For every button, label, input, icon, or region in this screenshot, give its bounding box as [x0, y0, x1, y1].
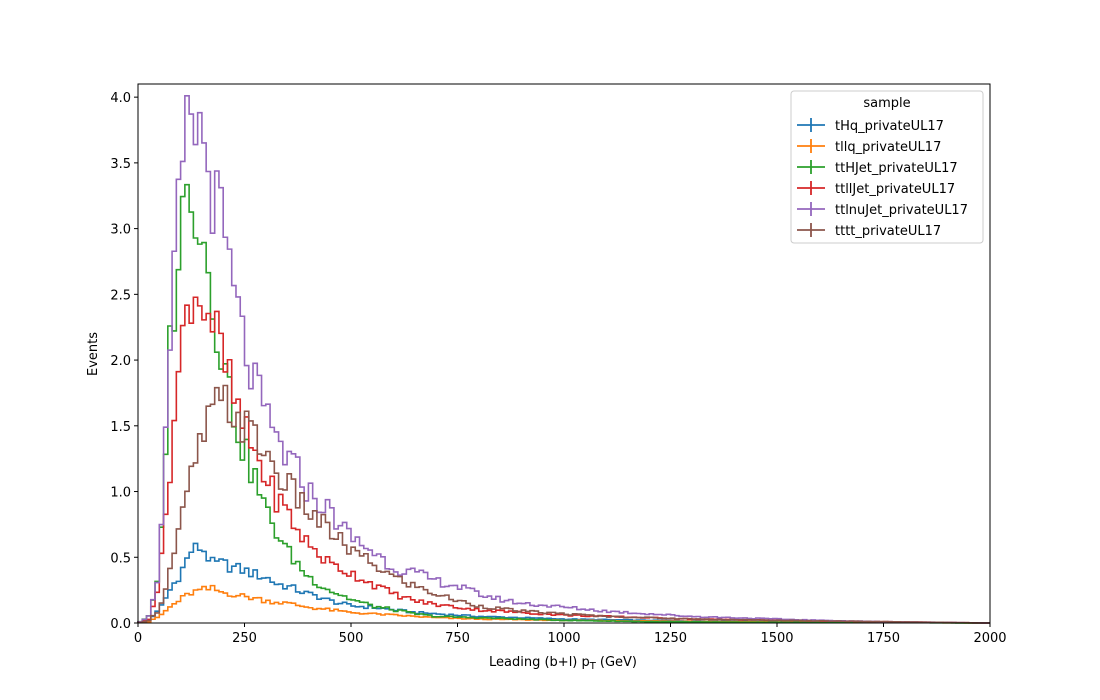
- legend-label: tHq_privateUL17: [835, 119, 944, 134]
- plot-area: [137, 95, 990, 624]
- legend-box: [790, 90, 984, 244]
- y-tick-label: 2.0: [110, 354, 131, 369]
- legend: sample tHq_privateUL17 tllq_privateUL17tt…: [790, 90, 984, 244]
- x-axis-label: Leading (b+l) pT (GeV): [489, 655, 637, 672]
- legend-entry: tHq_privateUL17: [797, 118, 944, 134]
- x-tick-label: 1000: [547, 631, 580, 646]
- legend-entry: ttllJet_privateUL17: [797, 181, 955, 197]
- legend-label: ttlnuJet_privateUL17: [835, 203, 968, 218]
- x-tick-label: 750: [445, 631, 470, 646]
- y-tick-label: 3.5: [110, 157, 131, 172]
- series-line: [137, 384, 990, 624]
- legend-title: sample: [863, 96, 910, 111]
- y-tick-label: 3.0: [110, 223, 131, 238]
- x-tick-label: 250: [232, 631, 257, 646]
- legend-label: ttllJet_privateUL17: [835, 182, 955, 197]
- x-tick-label: 2000: [973, 631, 1006, 646]
- x-tick-label: 500: [339, 631, 364, 646]
- series-tttt_privateUL17: [137, 384, 990, 624]
- x-tick-label: 1750: [867, 631, 900, 646]
- y-tick-label: 0.0: [110, 617, 131, 632]
- legend-entry: ttlnuJet_privateUL17: [797, 202, 968, 218]
- y-tick-label: 2.5: [110, 288, 131, 303]
- legend-label: tllq_privateUL17: [835, 140, 941, 155]
- legend-entry: tllq_privateUL17: [797, 139, 941, 155]
- y-tick-label: 1.5: [110, 420, 131, 435]
- legend-entry: tttt_privateUL17: [797, 223, 941, 239]
- x-axis-label-subscript: T: [589, 661, 597, 672]
- y-tick-label: 0.5: [110, 551, 131, 566]
- x-tick-label: 0: [134, 631, 142, 646]
- legend-label: tttt_privateUL17: [835, 224, 941, 239]
- y-tick-label: 1.0: [110, 486, 131, 501]
- y-tick-label: 4.0: [110, 91, 131, 106]
- x-tick-label: 1250: [654, 631, 687, 646]
- y-axis-label: Events: [86, 332, 101, 376]
- legend-entry: ttHJet_privateUL17: [797, 160, 958, 176]
- x-tick-label: 1500: [760, 631, 793, 646]
- legend-label: ttHJet_privateUL17: [835, 161, 958, 176]
- axes: 0 250 500 750 1000 1250 1500 1750 2000 0.0 0.5 1.0 1…: [110, 83, 1007, 646]
